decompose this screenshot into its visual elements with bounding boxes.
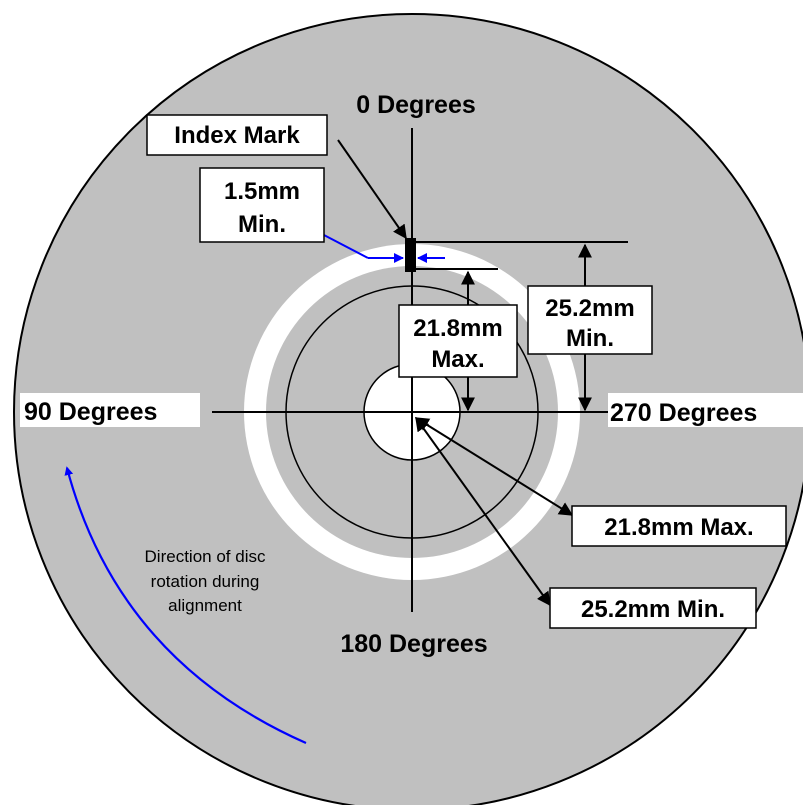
width-label-line1: 1.5mm [224, 178, 300, 205]
label-0-degrees: 0 Degrees [356, 91, 476, 119]
index-mark-label: Index Mark [174, 122, 300, 149]
width-label-box [199, 167, 325, 243]
outer-dim-box [527, 285, 653, 355]
rotation-arrow [64, 466, 307, 745]
width-leader [321, 233, 369, 259]
width-label-line2: Min. [238, 211, 286, 238]
rotation-caption-line3: alignment [168, 596, 242, 615]
index-mark-box [146, 114, 328, 156]
inner-dim-box [398, 304, 518, 378]
index-mark [405, 238, 416, 272]
radius-min-box [549, 587, 757, 629]
inner-dim-line2: Max. [431, 346, 484, 373]
label-box-270 [608, 393, 803, 427]
radius-min-line [415, 416, 551, 607]
outer-dim-line2: Min. [566, 325, 614, 352]
radius-max-box [571, 505, 787, 547]
outer-dim-line1: 25.2mm [545, 295, 634, 322]
label-180-degrees: 180 Degrees [340, 630, 487, 658]
index-mark-leader [337, 139, 407, 240]
rotation-caption-line2: rotation during [151, 572, 260, 591]
rotation-caption-line1: Direction of disc [145, 547, 266, 566]
label-90-degrees: 90 Degrees [24, 398, 157, 426]
label-box-90 [20, 393, 200, 427]
radius-min-label: 25.2mm Min. [581, 596, 725, 623]
radius-max-label: 21.8mm Max. [604, 514, 753, 541]
label-270-degrees: 270 Degrees [610, 399, 757, 427]
inner-dim-line1: 21.8mm [413, 315, 502, 342]
